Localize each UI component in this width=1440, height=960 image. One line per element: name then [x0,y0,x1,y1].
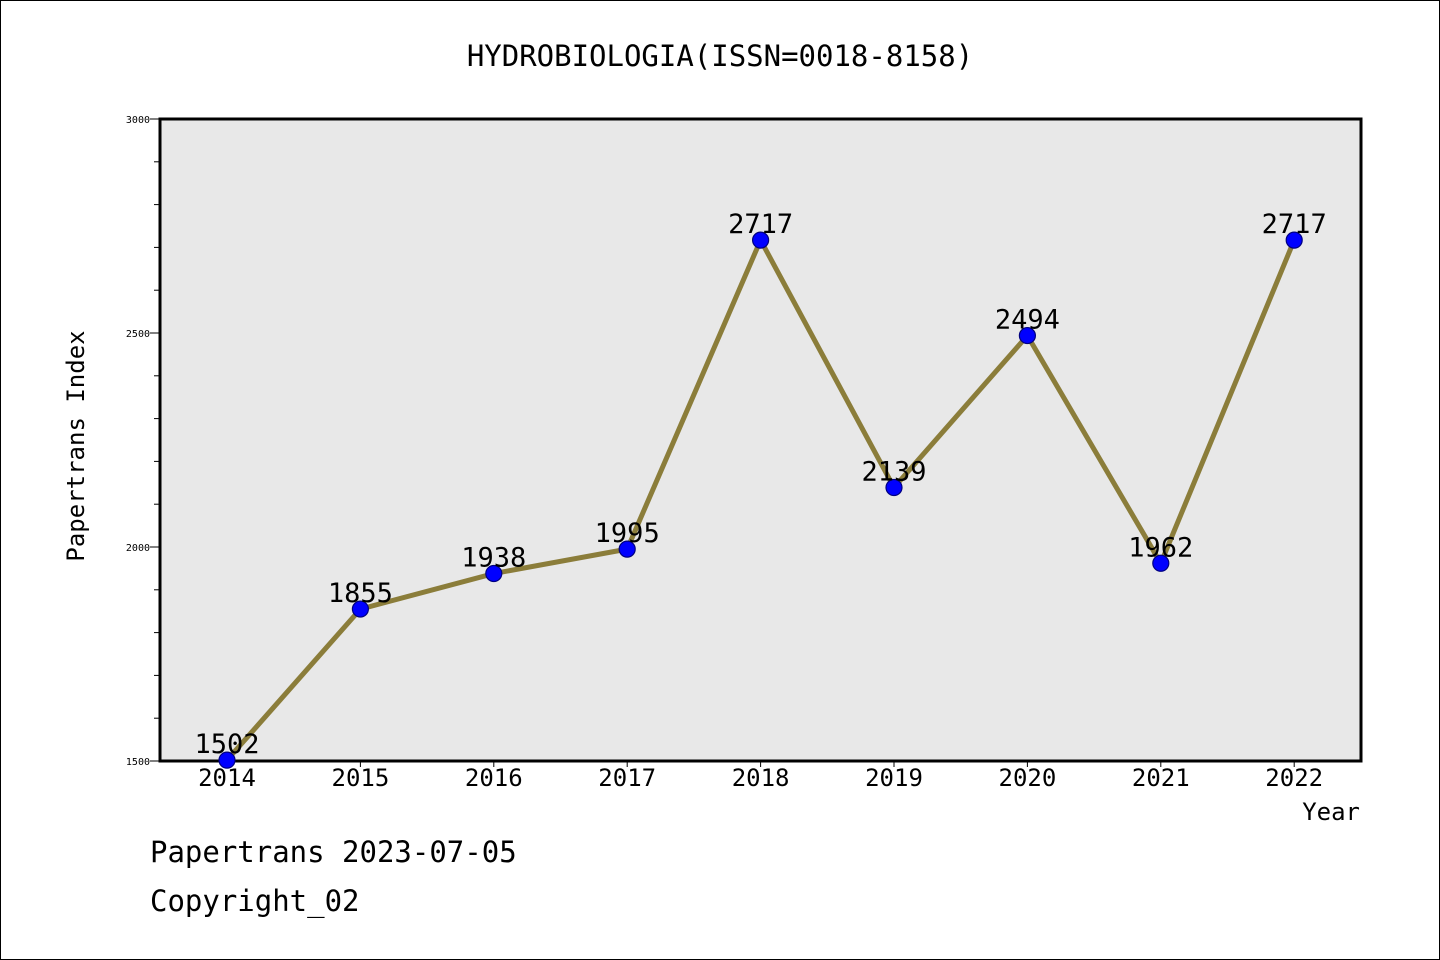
data-point [1018,326,1037,345]
data-point [885,478,903,497]
y-tick-label: 3000 [126,115,150,126]
data-label: 2494 [995,305,1060,336]
x-tick-label: 2021 [1132,764,1190,792]
y-axis: 1500 2000 2500 3000 [126,115,160,768]
data-point [1285,231,1303,249]
data-label: 1938 [461,543,526,574]
y-tick-label: 2000 [126,543,150,554]
y-axis-label: Papertrans Index [62,330,90,561]
data-point [351,600,369,618]
data-labels: 1502 1855 1938 1995 2717 2139 2494 1962 2717 [194,209,1326,760]
x-tick-label: 2022 [1265,764,1323,792]
plot-area [158,117,1363,763]
data-label: 1995 [595,518,660,549]
data-label: 2717 [728,209,793,240]
data-point [218,751,236,769]
data-label: 1502 [194,729,259,760]
x-axis: 2014 2015 2016 2017 2018 2019 2020 2021 2022 [198,761,1323,792]
footer-copyright: Copyright_02 [150,884,360,918]
x-tick-label: 2018 [732,764,790,792]
data-label: 2139 [861,457,926,488]
data-point [618,540,636,558]
x-tick-label: 2015 [332,764,390,792]
footer-date-line: Papertrans 2023-07-05 [150,835,517,869]
data-point [485,564,503,583]
x-axis-label: Year [1302,798,1360,826]
data-label: 1855 [328,578,393,609]
y-tick-label: 1500 [126,757,150,768]
data-point [751,231,770,249]
data-label: 1962 [1128,532,1193,563]
data-label: 2717 [1262,209,1327,240]
x-tick-label: 2020 [999,764,1057,792]
x-tick-label: 2016 [465,764,523,792]
x-tick-label: 2019 [865,764,923,792]
y-tick-label: 2500 [126,329,150,340]
chart-title: HYDROBIOLOGIA(ISSN=0018-8158) [467,39,973,73]
data-point [1152,554,1170,572]
x-tick-label: 2017 [598,764,656,792]
series-markers [218,231,1303,769]
